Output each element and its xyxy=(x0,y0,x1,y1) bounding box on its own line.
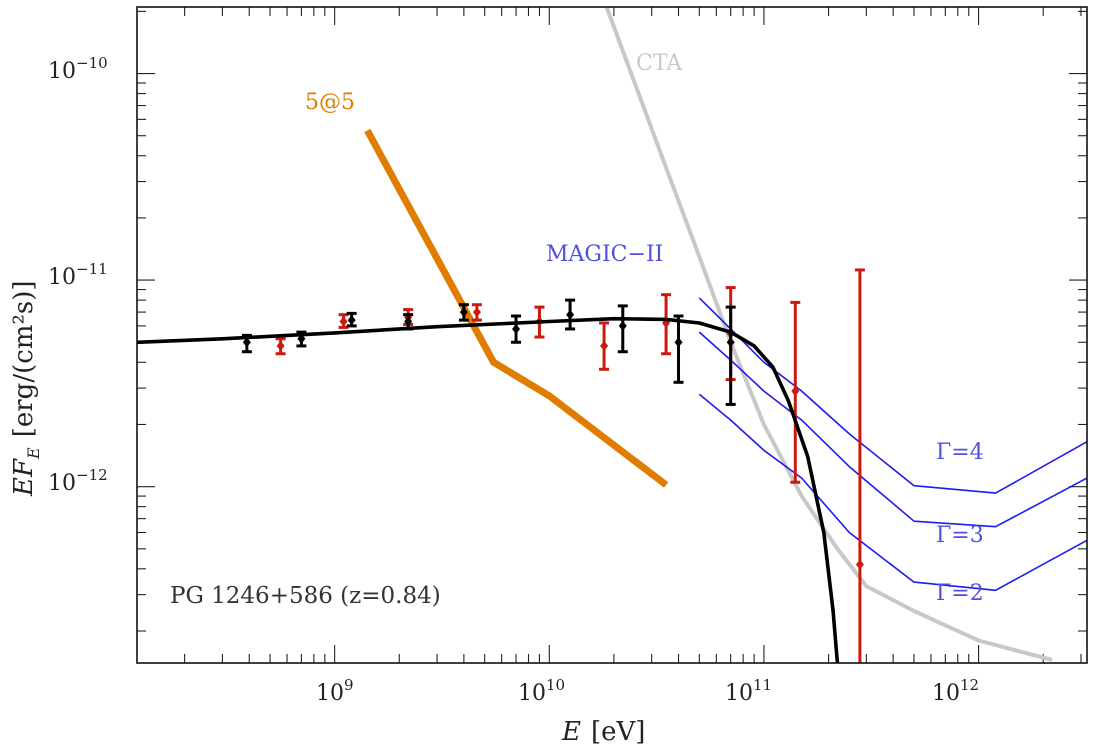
y-tick-label-1e-12: 10−12 xyxy=(48,466,108,496)
x-tick-label-1e12: 1012 xyxy=(932,676,979,706)
label-5at5: 5@5 xyxy=(305,90,355,115)
label-magic-ii: MAGIC−II xyxy=(546,242,663,267)
black-marker xyxy=(566,309,575,320)
black-point-7 xyxy=(617,304,628,354)
red-marker xyxy=(600,340,609,351)
y-tick-label-1e-10: 10−10 xyxy=(48,54,108,84)
x-tick-label-1e9: 109 xyxy=(316,676,354,706)
label-gamma2: Γ=2 xyxy=(936,581,984,606)
minor-ticks xyxy=(137,7,1087,663)
black-marker xyxy=(618,320,627,331)
black-data-points xyxy=(241,298,736,406)
black-point-5 xyxy=(511,314,522,344)
red-point-8 xyxy=(790,300,801,484)
black-point-9 xyxy=(725,305,736,406)
red-marker xyxy=(472,307,481,318)
x-tick-label-1e11: 1011 xyxy=(725,676,772,706)
major-ticks xyxy=(137,7,1087,663)
5at5-sensitivity-curve xyxy=(364,128,669,488)
red-point-3 xyxy=(471,303,482,322)
red-marker xyxy=(276,340,285,351)
cta-sensitivity-curve xyxy=(604,6,1053,662)
magic-gamma4-curve xyxy=(698,297,1088,494)
black-point-4 xyxy=(458,303,469,322)
black-marker xyxy=(404,316,413,327)
black-marker xyxy=(242,337,251,348)
magic-gamma3-curve xyxy=(698,331,1088,528)
black-marker xyxy=(459,307,468,318)
y-axis-title: EFE[erg/(cm²s)] xyxy=(9,281,43,498)
label-cta: CTA xyxy=(636,51,683,76)
y-tick-label-1e-11: 10−11 xyxy=(48,260,108,290)
black-marker xyxy=(347,315,356,326)
label-gamma4: Γ=4 xyxy=(936,440,984,465)
red-point-6 xyxy=(661,293,672,356)
black-point-3 xyxy=(403,313,414,331)
black-point-6 xyxy=(565,298,576,331)
red-point-9 xyxy=(854,268,865,663)
x-tick-label-1e10: 1010 xyxy=(518,676,565,706)
black-marker xyxy=(726,337,735,348)
red-point-0 xyxy=(275,337,286,356)
black-point-0 xyxy=(241,333,252,354)
black-marker xyxy=(512,323,521,334)
source-label: PG 1246+586 (z=0.84) xyxy=(170,583,441,609)
black-marker xyxy=(674,337,683,348)
black-point-2 xyxy=(346,311,357,328)
red-point-5 xyxy=(599,321,610,371)
black-point-8 xyxy=(673,314,684,384)
red-marker xyxy=(339,316,348,327)
label-gamma3: Γ=3 xyxy=(936,523,984,548)
red-marker xyxy=(791,386,800,397)
magic-gamma2-curve xyxy=(698,393,1088,592)
red-marker xyxy=(855,559,864,570)
plot-frame xyxy=(136,6,1088,664)
x-axis-title: E [eV] xyxy=(561,717,645,747)
model-curve xyxy=(136,316,840,664)
